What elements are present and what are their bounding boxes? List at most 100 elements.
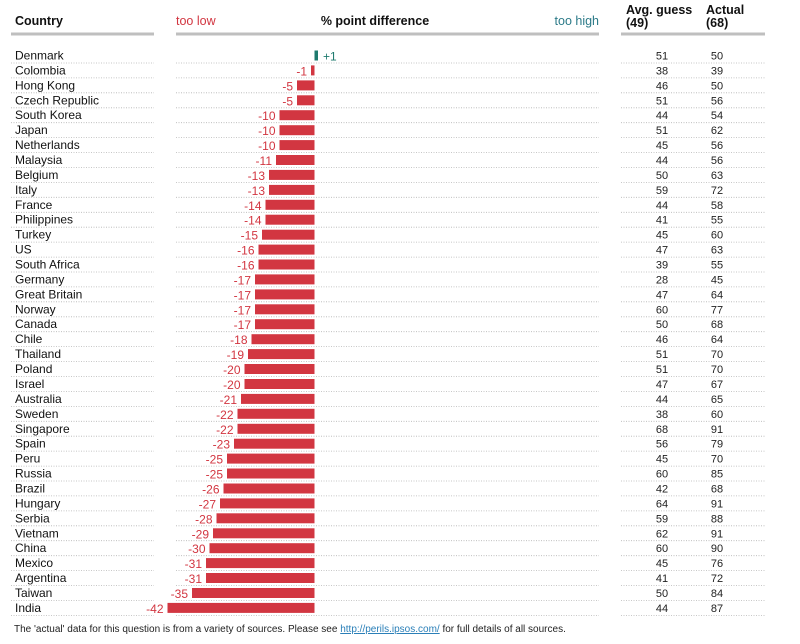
country-label: Singapore: [15, 422, 70, 436]
avg-guess-header: Avg. guess: [626, 3, 692, 17]
avg-guess-value: 60: [656, 543, 668, 555]
avg-guess-value: 44: [656, 200, 668, 212]
difference-label: -14: [244, 214, 262, 228]
avg-guess-value: 41: [656, 215, 668, 227]
actual-value: 64: [711, 334, 723, 346]
country-label: Thailand: [15, 347, 61, 361]
country-label: Hungary: [15, 496, 60, 510]
country-label: Chile: [15, 332, 43, 346]
difference-bar: [241, 393, 315, 404]
avg-guess-value: 44: [656, 394, 668, 406]
actual-value: 50: [711, 80, 723, 92]
difference-bar: [209, 543, 315, 554]
difference-label: -20: [223, 363, 241, 377]
actual-value: 77: [711, 304, 723, 316]
difference-bar: [227, 468, 315, 479]
actual-value: 91: [711, 498, 723, 510]
difference-label: -10: [258, 124, 276, 138]
difference-bar: [297, 95, 315, 106]
country-label: Hong Kong: [15, 78, 75, 92]
perception-gap-chart: Country too low % point difference too h…: [11, 3, 765, 616]
difference-label: -25: [206, 453, 224, 467]
avg-guess-value: 47: [656, 245, 668, 257]
difference-header: % point difference: [321, 14, 429, 28]
actual-header: Actual: [706, 3, 744, 17]
difference-label: -31: [185, 557, 203, 571]
difference-bar: [258, 244, 315, 255]
country-label: Peru: [15, 452, 40, 466]
difference-bar: [276, 155, 315, 165]
avg-guess-value: 44: [656, 603, 668, 615]
actual-value: 60: [711, 409, 723, 421]
footer-note: The 'actual' data for this question is f…: [14, 624, 566, 635]
actual-value: 67: [711, 379, 723, 391]
avg-guess-value: 60: [656, 469, 668, 481]
difference-label: -16: [237, 259, 255, 273]
actual-value: 90: [711, 543, 723, 555]
actual-value: 50: [711, 51, 723, 63]
avg-guess-value: 38: [656, 409, 668, 421]
actual-value: 39: [711, 65, 723, 77]
country-label: Czech Republic: [15, 93, 99, 107]
country-label: Canada: [15, 317, 57, 331]
actual-value: 68: [711, 484, 723, 496]
avg-guess-value: 44: [656, 110, 668, 122]
actual-value: 56: [711, 155, 723, 167]
avg-guess-value: 50: [656, 588, 668, 600]
country-label: Israel: [15, 377, 44, 391]
actual-value: 62: [711, 125, 723, 137]
country-label: Spain: [15, 437, 46, 451]
difference-bar: [234, 438, 315, 449]
country-label: Malaysia: [15, 153, 63, 167]
country-label: China: [15, 541, 47, 555]
difference-label: -29: [192, 527, 210, 541]
difference-bar: [297, 80, 315, 91]
actual-subheader: (68): [706, 16, 728, 30]
avg-guess-value: 39: [656, 260, 668, 272]
avg-guess-subheader: (49): [626, 16, 648, 30]
actual-value: 76: [711, 558, 723, 570]
actual-value: 63: [711, 245, 723, 257]
difference-bar: [223, 483, 315, 494]
country-label: Philippines: [15, 213, 73, 227]
country-label: Russia: [15, 467, 52, 481]
difference-bar: [220, 498, 315, 509]
difference-bar: [244, 379, 315, 389]
difference-label: -10: [258, 109, 276, 123]
avg-guess-value: 28: [656, 274, 668, 286]
difference-bar: [279, 125, 315, 136]
avg-guess-value: 51: [656, 364, 668, 376]
country-label: Great Britain: [15, 287, 82, 301]
actual-value: 55: [711, 215, 723, 227]
country-label: France: [15, 198, 53, 212]
difference-bar: [244, 364, 315, 374]
footer-text-after: for full details of all sources.: [439, 624, 566, 635]
actual-value: 55: [711, 260, 723, 272]
avg-guess-value: 62: [656, 528, 668, 540]
difference-bar: [251, 334, 315, 345]
difference-label: -5: [282, 94, 293, 108]
avg-guess-value: 45: [656, 454, 668, 466]
country-label: Sweden: [15, 407, 58, 421]
country-label: Italy: [15, 183, 37, 197]
difference-bar: [279, 110, 315, 121]
difference-bar: [213, 528, 315, 539]
footer-text-before: The 'actual' data for this question is f…: [14, 624, 341, 635]
difference-label: +1: [323, 50, 337, 64]
difference-bar: [269, 169, 315, 180]
sources-link[interactable]: http://perils.ipsos.com/: [340, 624, 440, 635]
avg-guess-value: 38: [656, 65, 668, 77]
difference-label: -17: [234, 318, 252, 332]
country-label: Taiwan: [15, 586, 52, 600]
difference-label: -27: [199, 497, 217, 511]
actual-value: 91: [711, 528, 723, 540]
country-label: India: [15, 601, 41, 615]
difference-label: -16: [237, 244, 255, 258]
actual-value: 58: [711, 200, 723, 212]
difference-label: -11: [256, 154, 273, 168]
difference-bar: [206, 558, 315, 569]
country-label: Belgium: [15, 168, 58, 182]
country-label: Germany: [15, 272, 64, 286]
country-label: South Korea: [15, 108, 82, 122]
difference-label: -21: [220, 393, 238, 407]
